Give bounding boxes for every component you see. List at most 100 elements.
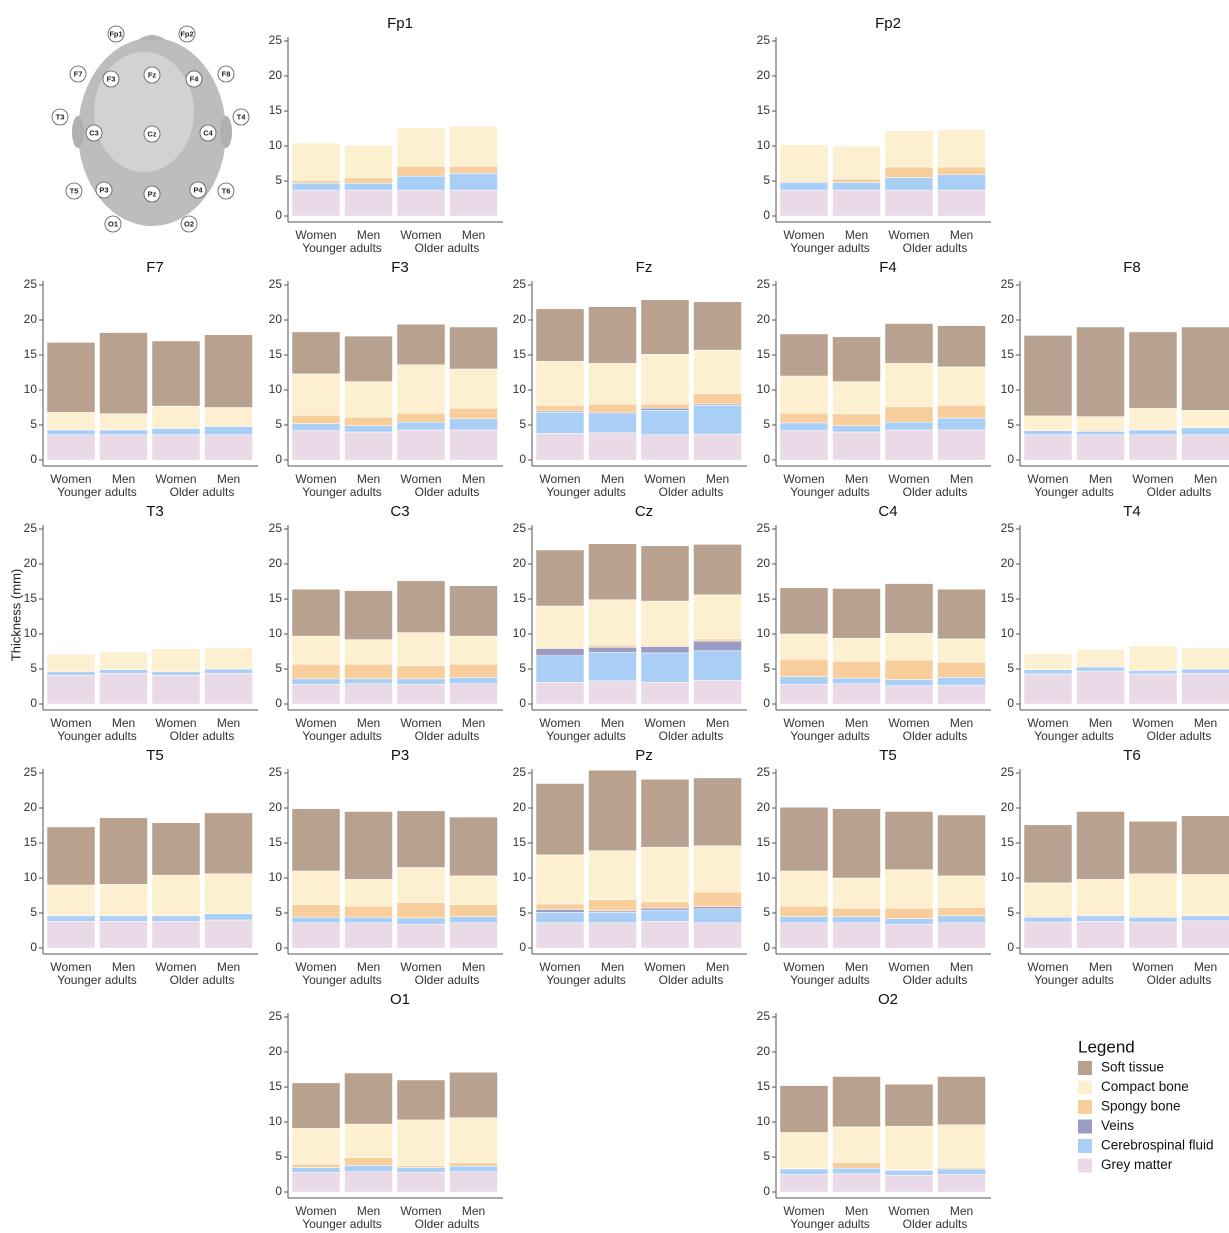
- bar-segment: [589, 851, 637, 900]
- y-tick-label: 10: [1001, 382, 1015, 396]
- x-tick-label: Men: [357, 472, 380, 486]
- bar-segment: [938, 685, 986, 704]
- bar-segment: [1024, 431, 1072, 435]
- bar-segment: [345, 1172, 393, 1192]
- bar-segment: [536, 656, 584, 683]
- legend-label: Cerebrospinal fluid: [1101, 1138, 1214, 1153]
- bar-segment: [292, 1168, 340, 1173]
- bar-segment: [47, 827, 95, 885]
- bar-segment: [641, 921, 689, 948]
- bar-segment: [885, 919, 933, 925]
- bar-segment: [397, 1168, 445, 1173]
- bar-segment: [345, 178, 393, 184]
- y-tick-label: 10: [1001, 626, 1015, 640]
- electrode-label: P4: [193, 185, 203, 194]
- bar-segment: [938, 130, 986, 167]
- bar-segment: [47, 412, 95, 430]
- electrode-label: O2: [184, 219, 194, 228]
- bar-segment: [589, 645, 637, 647]
- bar-segment: [1129, 821, 1177, 874]
- bar-segment: [589, 544, 637, 600]
- bar-segment: [938, 367, 986, 406]
- group-label: Older adults: [659, 485, 724, 499]
- bar-segment: [450, 917, 498, 923]
- x-tick-label: Women: [1132, 716, 1173, 730]
- x-tick-label: Men: [601, 960, 624, 974]
- bar-segment: [1129, 435, 1177, 460]
- bar-segment: [1077, 649, 1125, 667]
- bar-segment: [694, 302, 742, 350]
- y-tick-label: 0: [1007, 452, 1014, 466]
- bar-segment: [1129, 670, 1177, 674]
- panel-title: C4: [878, 503, 897, 520]
- y-tick-label: 25: [1001, 277, 1015, 291]
- bar-segment: [100, 916, 148, 922]
- bar-segment: [1129, 430, 1177, 435]
- bar-segment: [780, 423, 828, 431]
- x-tick-label: Women: [155, 472, 196, 486]
- x-tick-label: Women: [1027, 716, 1068, 730]
- bar-segment: [833, 190, 881, 216]
- y-tick-label: 5: [1007, 661, 1014, 675]
- y-tick-label: 10: [757, 1114, 771, 1128]
- x-tick-label: Men: [462, 716, 485, 730]
- y-tick-label: 5: [275, 417, 282, 431]
- bar-segment: [152, 921, 200, 948]
- bar-segment: [938, 430, 986, 460]
- legend-label: Soft tissue: [1101, 1060, 1164, 1075]
- bar-segment: [780, 376, 828, 413]
- bar-segment: [1024, 335, 1072, 416]
- bar-segment: [589, 912, 637, 923]
- bar-segment: [885, 422, 933, 430]
- bar-segment: [885, 131, 933, 167]
- bar-segment: [694, 651, 742, 680]
- bar-segment: [1024, 670, 1072, 674]
- y-tick-label: 20: [757, 68, 771, 82]
- y-tick-label: 5: [763, 417, 770, 431]
- bar-segment: [345, 684, 393, 704]
- group-label: Older adults: [1147, 729, 1212, 743]
- bar-segment: [292, 905, 340, 918]
- bar-segment: [780, 917, 828, 923]
- bar-segment: [292, 424, 340, 431]
- bar-segment: [47, 675, 95, 704]
- bar-segment: [205, 920, 253, 948]
- y-tick-label: 20: [757, 312, 771, 326]
- bar-segment: [780, 906, 828, 917]
- bar-segment: [292, 871, 340, 905]
- y-tick-label: 0: [1007, 696, 1014, 710]
- bar-segment: [694, 394, 742, 405]
- bar-segment: [780, 413, 828, 423]
- y-tick-label: 15: [269, 835, 283, 849]
- bar-segment: [694, 907, 742, 909]
- bar-segment: [694, 434, 742, 460]
- bar-segment: [780, 659, 828, 677]
- panel-title: O2: [878, 991, 898, 1008]
- y-tick-label: 0: [763, 696, 770, 710]
- bar-segment: [938, 815, 986, 876]
- group-label: Younger adults: [790, 241, 870, 255]
- bar-segment: [885, 660, 933, 680]
- bar-segment: [780, 1133, 828, 1169]
- bar-segment: [536, 433, 584, 460]
- electrode-label: C3: [89, 128, 99, 137]
- bar-segment: [833, 917, 881, 923]
- bar-segment: [641, 682, 689, 704]
- x-tick-label: Men: [462, 472, 485, 486]
- y-tick-label: 20: [513, 556, 527, 570]
- x-tick-label: Women: [295, 960, 336, 974]
- x-tick-label: Women: [888, 1204, 929, 1218]
- group-label: Younger adults: [1034, 729, 1114, 743]
- bar-segment: [205, 669, 253, 673]
- bar-segment: [1182, 327, 1229, 410]
- panel-title: F8: [1123, 259, 1141, 276]
- bar-segment: [694, 778, 742, 846]
- bar-segment: [345, 190, 393, 216]
- bar-segment: [397, 903, 445, 918]
- bar-segment: [536, 405, 584, 411]
- bar-segment: [100, 435, 148, 460]
- y-tick-label: 5: [1007, 905, 1014, 919]
- bar-segment: [536, 412, 584, 433]
- bar-segment: [100, 430, 148, 435]
- y-tick-label: 10: [269, 138, 283, 152]
